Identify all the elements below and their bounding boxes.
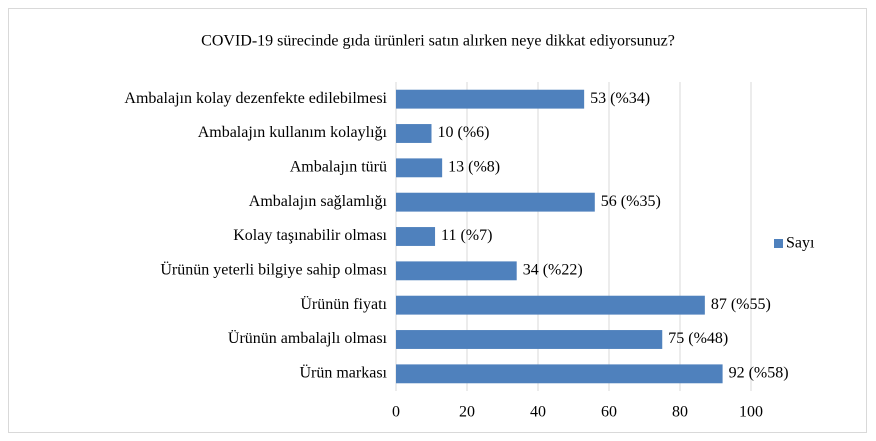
bar [396, 227, 436, 246]
data-label: 13 (%8) [448, 159, 500, 176]
bar [396, 158, 443, 178]
bar [396, 89, 585, 109]
y-tick-label: Ürünün fiyatı [300, 295, 387, 313]
y-tick-label: Ambalajın türü [290, 159, 387, 176]
x-tick-label: 40 [530, 404, 546, 421]
x-tick-label: 80 [672, 404, 688, 421]
data-label: 34 (%22) [523, 262, 583, 279]
chart-title: COVID-19 sürecinde gıda ürünleri satın a… [201, 33, 675, 50]
y-tick-label: Ürünün yeterli bilgiye sahip olması [160, 261, 387, 279]
x-tick-label: 100 [739, 404, 763, 421]
bar [396, 364, 723, 384]
y-tick-label: Ürün markası [299, 364, 387, 382]
data-label: 11 (%7) [441, 227, 492, 244]
x-tick-label: 20 [459, 404, 475, 421]
data-label: 92 (%58) [729, 365, 789, 382]
y-tick-label: Ambalajın sağlamlığı [249, 193, 388, 210]
bar [396, 330, 663, 349]
y-tick-label: Kolay taşınabilir olması [233, 227, 387, 244]
bar [396, 192, 595, 212]
y-tick-label: Ambalajın kolay dezenfekte edilebilmesi [124, 90, 387, 107]
bar [396, 261, 517, 281]
chart-frame [8, 8, 867, 433]
data-label: 53 (%34) [590, 90, 650, 107]
bar [396, 124, 432, 143]
legend-swatch [774, 239, 783, 248]
data-label: 10 (%6) [438, 124, 490, 141]
bar [396, 295, 705, 315]
x-tick-label: 60 [601, 404, 617, 421]
data-label: 75 (%48) [668, 330, 728, 347]
data-label: 56 (%35) [601, 193, 661, 210]
y-tick-label: Ürünün ambalajlı olması [228, 329, 388, 347]
legend-label: Sayı [786, 235, 815, 252]
y-tick-label: Ambalajın kullanım kolaylığı [198, 124, 388, 141]
data-label: 87 (%55) [711, 296, 771, 313]
x-tick-label: 0 [392, 404, 400, 421]
